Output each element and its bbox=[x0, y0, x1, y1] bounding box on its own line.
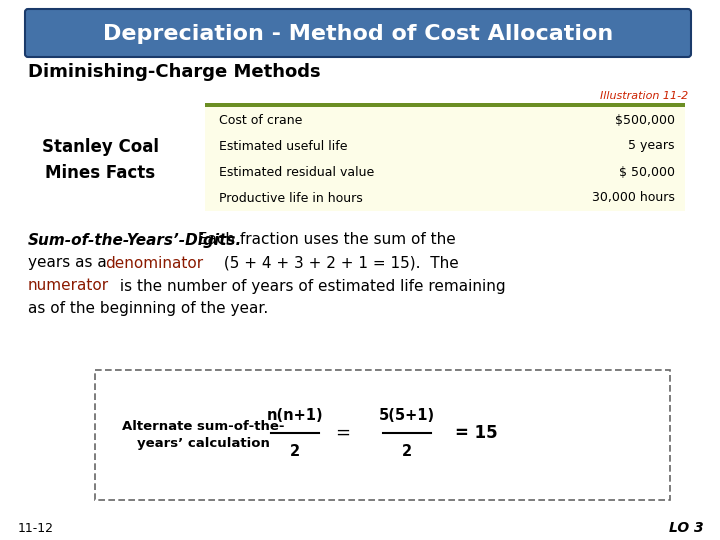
Text: numerator: numerator bbox=[28, 279, 109, 294]
Text: as of the beginning of the year.: as of the beginning of the year. bbox=[28, 301, 269, 316]
Text: 2: 2 bbox=[402, 444, 412, 460]
Text: (5 + 4 + 3 + 2 + 1 = 15).  The: (5 + 4 + 3 + 2 + 1 = 15). The bbox=[219, 255, 459, 271]
Text: Depreciation - Method of Cost Allocation: Depreciation - Method of Cost Allocation bbox=[103, 24, 613, 44]
Text: Diminishing-Charge Methods: Diminishing-Charge Methods bbox=[28, 63, 320, 81]
Text: years as a: years as a bbox=[28, 255, 112, 271]
FancyBboxPatch shape bbox=[25, 9, 691, 57]
Text: Alternate sum-of-the-
years’ calculation: Alternate sum-of-the- years’ calculation bbox=[122, 420, 284, 450]
Text: LO 3: LO 3 bbox=[670, 521, 704, 535]
Text: n(n+1): n(n+1) bbox=[266, 408, 323, 422]
Text: 30,000 hours: 30,000 hours bbox=[592, 192, 675, 205]
Text: Cost of crane: Cost of crane bbox=[219, 113, 302, 126]
Text: =: = bbox=[336, 424, 351, 442]
Text: Productive life in hours: Productive life in hours bbox=[219, 192, 363, 205]
Text: Each fraction uses the sum of the: Each fraction uses the sum of the bbox=[193, 233, 456, 247]
Text: 11-12: 11-12 bbox=[18, 522, 54, 535]
Text: Estimated residual value: Estimated residual value bbox=[219, 165, 374, 179]
Text: Stanley Coal
Mines Facts: Stanley Coal Mines Facts bbox=[42, 138, 158, 182]
Text: denominator: denominator bbox=[105, 255, 203, 271]
FancyBboxPatch shape bbox=[95, 370, 670, 500]
Text: $500,000: $500,000 bbox=[615, 113, 675, 126]
Text: is the number of years of estimated life remaining: is the number of years of estimated life… bbox=[115, 279, 505, 294]
Text: Estimated useful life: Estimated useful life bbox=[219, 139, 348, 152]
Text: Sum-of-the-Years’-Digits.: Sum-of-the-Years’-Digits. bbox=[28, 233, 242, 247]
Text: 5 years: 5 years bbox=[629, 139, 675, 152]
Bar bbox=[205, 107, 685, 211]
Text: 2: 2 bbox=[290, 444, 300, 460]
Text: = 15: = 15 bbox=[455, 424, 498, 442]
Text: 5(5+1): 5(5+1) bbox=[379, 408, 435, 422]
Bar bbox=[205, 103, 685, 107]
Text: $ 50,000: $ 50,000 bbox=[619, 165, 675, 179]
Text: Illustration 11-2: Illustration 11-2 bbox=[600, 91, 688, 101]
